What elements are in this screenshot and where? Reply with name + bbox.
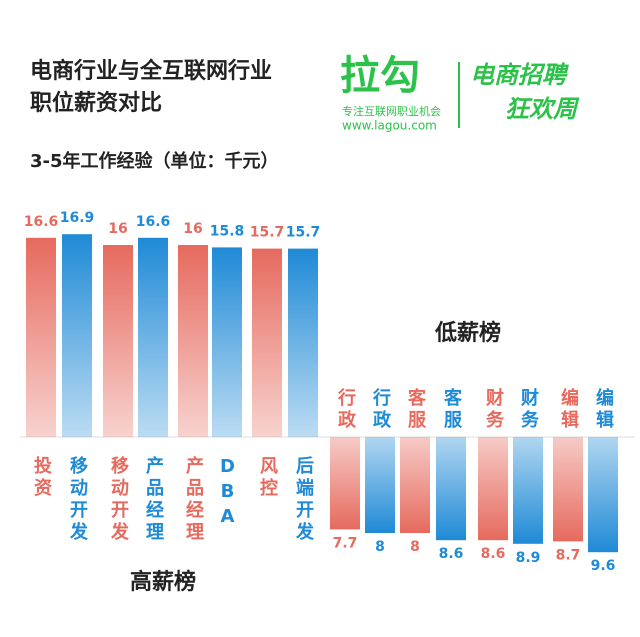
value-label: 8.7 <box>556 547 581 563</box>
category-label: 客服 <box>405 387 426 432</box>
category-label: DBA <box>217 456 238 531</box>
category-label: 编辑 <box>558 387 579 432</box>
bar <box>553 437 583 542</box>
logo-campaign: 电商招聘 <box>470 61 569 89</box>
category-label: 行政 <box>335 387 357 432</box>
bar <box>62 234 92 437</box>
category-label: 产品经理 <box>143 455 164 544</box>
bar <box>365 437 395 533</box>
bar <box>513 437 543 544</box>
bar <box>288 248 318 437</box>
value-label: 8 <box>375 539 385 555</box>
bar <box>138 237 168 437</box>
value-label: 16.9 <box>60 210 95 226</box>
value-label: 9.6 <box>591 558 616 574</box>
bar <box>212 247 242 437</box>
group-label: 高薪榜 <box>130 569 196 595</box>
bar <box>26 237 56 437</box>
value-label: 8.9 <box>516 550 541 566</box>
value-label: 8.6 <box>439 546 464 562</box>
chart-subtitle: 3-5年工作经验（单位：千元） <box>30 150 279 172</box>
bar <box>178 245 208 437</box>
value-label: 16 <box>108 221 127 237</box>
chart-title: 职位薪资对比 <box>30 90 162 116</box>
category-label: 行政 <box>370 387 392 432</box>
logo-campaign: 狂欢周 <box>505 95 580 123</box>
chart-title: 电商行业与全互联网行业 <box>30 58 272 84</box>
bar <box>103 245 133 437</box>
bar <box>400 437 430 533</box>
category-label: 移动开发 <box>108 455 130 544</box>
value-label: 16.6 <box>136 214 171 230</box>
value-label: 16 <box>183 221 202 237</box>
bar <box>330 437 360 530</box>
group-label: 低薪榜 <box>434 320 501 346</box>
bar <box>436 437 466 541</box>
value-label: 16.6 <box>24 214 59 230</box>
value-label: 15.7 <box>250 225 285 241</box>
category-label: 财务 <box>518 387 539 432</box>
category-label: 投资 <box>31 455 52 500</box>
value-label: 8 <box>410 539 420 555</box>
bar <box>478 437 508 541</box>
category-label: 编辑 <box>593 387 614 432</box>
category-label: 财务 <box>483 387 504 432</box>
logo-url: www.lagou.com <box>342 119 437 133</box>
logo-name: 拉勾 <box>340 53 420 99</box>
category-label: 移动开发 <box>67 455 89 544</box>
bar <box>588 437 618 553</box>
category-label: 风控 <box>257 456 278 500</box>
value-label: 15.8 <box>210 223 245 239</box>
value-label: 15.7 <box>286 225 321 241</box>
category-label: 后端开发 <box>293 456 315 544</box>
logo-slogan: 专注互联网职业机会 <box>342 104 441 118</box>
value-label: 7.7 <box>333 535 358 551</box>
category-label: 产品经理 <box>183 455 204 544</box>
value-label: 8.6 <box>481 546 506 562</box>
bar <box>252 248 282 437</box>
category-label: 客服 <box>441 387 462 432</box>
